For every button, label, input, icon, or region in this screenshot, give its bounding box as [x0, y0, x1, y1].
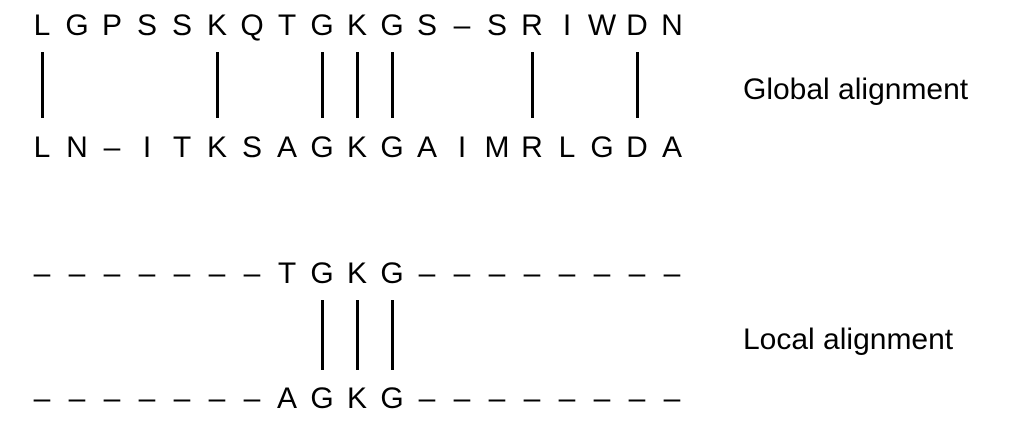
- local-top-residue: –: [558, 257, 576, 290]
- global-bottom-residue: G: [310, 131, 334, 164]
- local-top-residue: K: [346, 257, 367, 290]
- local-top-residue: –: [103, 257, 121, 290]
- global-top-residue: S: [486, 9, 507, 42]
- local-match-line: [320, 300, 324, 370]
- global-top-residue: K: [206, 9, 227, 42]
- global-top-residue: L: [33, 9, 51, 42]
- global-bottom-residue: I: [457, 131, 467, 164]
- global-bottom-residue: S: [241, 131, 262, 164]
- local-bottom-residue: –: [453, 382, 471, 415]
- local-bottom-residue: –: [488, 382, 506, 415]
- global-alignment-label: Global alignment: [743, 73, 969, 106]
- global-bottom-residue: G: [590, 131, 614, 164]
- global-bottom-residue: K: [206, 131, 227, 164]
- global-bottom-residue: M: [484, 131, 510, 164]
- global-top-residue: R: [521, 9, 543, 42]
- local-top-residue: –: [33, 257, 51, 290]
- global-top-residue: –: [453, 9, 471, 42]
- global-top-residue: D: [626, 9, 648, 42]
- global-top-residue: S: [171, 9, 192, 42]
- local-alignment-label: Local alignment: [743, 323, 954, 356]
- global-top-residue: Q: [240, 9, 264, 42]
- global-top-residue: S: [416, 9, 437, 42]
- local-bottom-residue: –: [558, 382, 576, 415]
- global-top-residue: N: [661, 9, 683, 42]
- global-bottom-residue: L: [33, 131, 51, 164]
- global-bottom-residue: I: [142, 131, 152, 164]
- local-bottom-residue: G: [310, 382, 334, 415]
- local-bottom-residue: –: [663, 382, 681, 415]
- local-bottom-sequence: – – – – – – – A G K G – – – – – – – –: [0, 379, 700, 419]
- global-match-line: [530, 52, 534, 118]
- local-top-residue: G: [380, 257, 404, 290]
- global-top-residue: I: [562, 9, 572, 42]
- global-match-line: [390, 52, 394, 118]
- global-top-residue: P: [101, 9, 122, 42]
- local-match-line: [390, 300, 394, 370]
- global-top-sequence: L G P S S K Q T G K G S – S R I W D N: [0, 6, 700, 46]
- global-top-residue: G: [310, 9, 334, 42]
- local-top-sequence: – – – – – – – T G K G – – – – – – – –: [0, 254, 700, 294]
- global-bottom-residue: K: [346, 131, 367, 164]
- local-bottom-residue: –: [103, 382, 121, 415]
- local-top-residue: –: [208, 257, 226, 290]
- local-top-residue: –: [68, 257, 86, 290]
- global-match-line: [215, 52, 219, 118]
- global-top-residue: S: [136, 9, 157, 42]
- local-bottom-residue: –: [138, 382, 156, 415]
- local-bottom-residue: –: [68, 382, 86, 415]
- local-bottom-residue: –: [418, 382, 436, 415]
- global-bottom-residue: N: [66, 131, 88, 164]
- local-bottom-residue: G: [380, 382, 404, 415]
- local-top-residue: –: [488, 257, 506, 290]
- global-top-residue: T: [277, 9, 297, 42]
- global-top-residue: G: [380, 9, 404, 42]
- global-match-line: [320, 52, 324, 118]
- global-top-residue: W: [587, 9, 617, 42]
- global-match-lines: [0, 52, 700, 118]
- global-bottom-sequence: L N – I T K S A G K G A I M R L G D A: [0, 128, 700, 168]
- local-top-residue: –: [173, 257, 191, 290]
- local-bottom-residue: –: [33, 382, 51, 415]
- global-bottom-residue: T: [172, 131, 192, 164]
- local-bottom-residue: K: [346, 382, 367, 415]
- local-bottom-residue: –: [523, 382, 541, 415]
- global-bottom-residue: L: [558, 131, 576, 164]
- local-bottom-residue: –: [243, 382, 261, 415]
- global-bottom-residue: A: [661, 131, 682, 164]
- local-top-residue: –: [453, 257, 471, 290]
- local-bottom-residue: –: [593, 382, 611, 415]
- local-top-residue: –: [628, 257, 646, 290]
- local-bottom-residue: A: [276, 382, 297, 415]
- local-top-residue: –: [418, 257, 436, 290]
- local-top-residue: G: [310, 257, 334, 290]
- global-top-residue: G: [65, 9, 89, 42]
- global-match-line: [355, 52, 359, 118]
- local-bottom-residue: –: [173, 382, 191, 415]
- local-top-residue: –: [138, 257, 156, 290]
- local-top-residue: –: [243, 257, 261, 290]
- global-bottom-residue: D: [626, 131, 648, 164]
- local-match-lines: [0, 300, 700, 370]
- local-bottom-residue: –: [628, 382, 646, 415]
- local-top-residue: –: [593, 257, 611, 290]
- global-top-residue: K: [346, 9, 367, 42]
- global-match-line: [40, 52, 44, 118]
- local-match-line: [355, 300, 359, 370]
- global-bottom-residue: A: [276, 131, 297, 164]
- global-bottom-residue: G: [380, 131, 404, 164]
- global-bottom-residue: –: [103, 131, 121, 164]
- global-match-line: [635, 52, 639, 118]
- local-bottom-residue: –: [208, 382, 226, 415]
- local-top-residue: –: [663, 257, 681, 290]
- local-top-residue: –: [523, 257, 541, 290]
- local-top-residue: T: [277, 257, 297, 290]
- global-bottom-residue: R: [521, 131, 543, 164]
- global-bottom-residue: A: [416, 131, 437, 164]
